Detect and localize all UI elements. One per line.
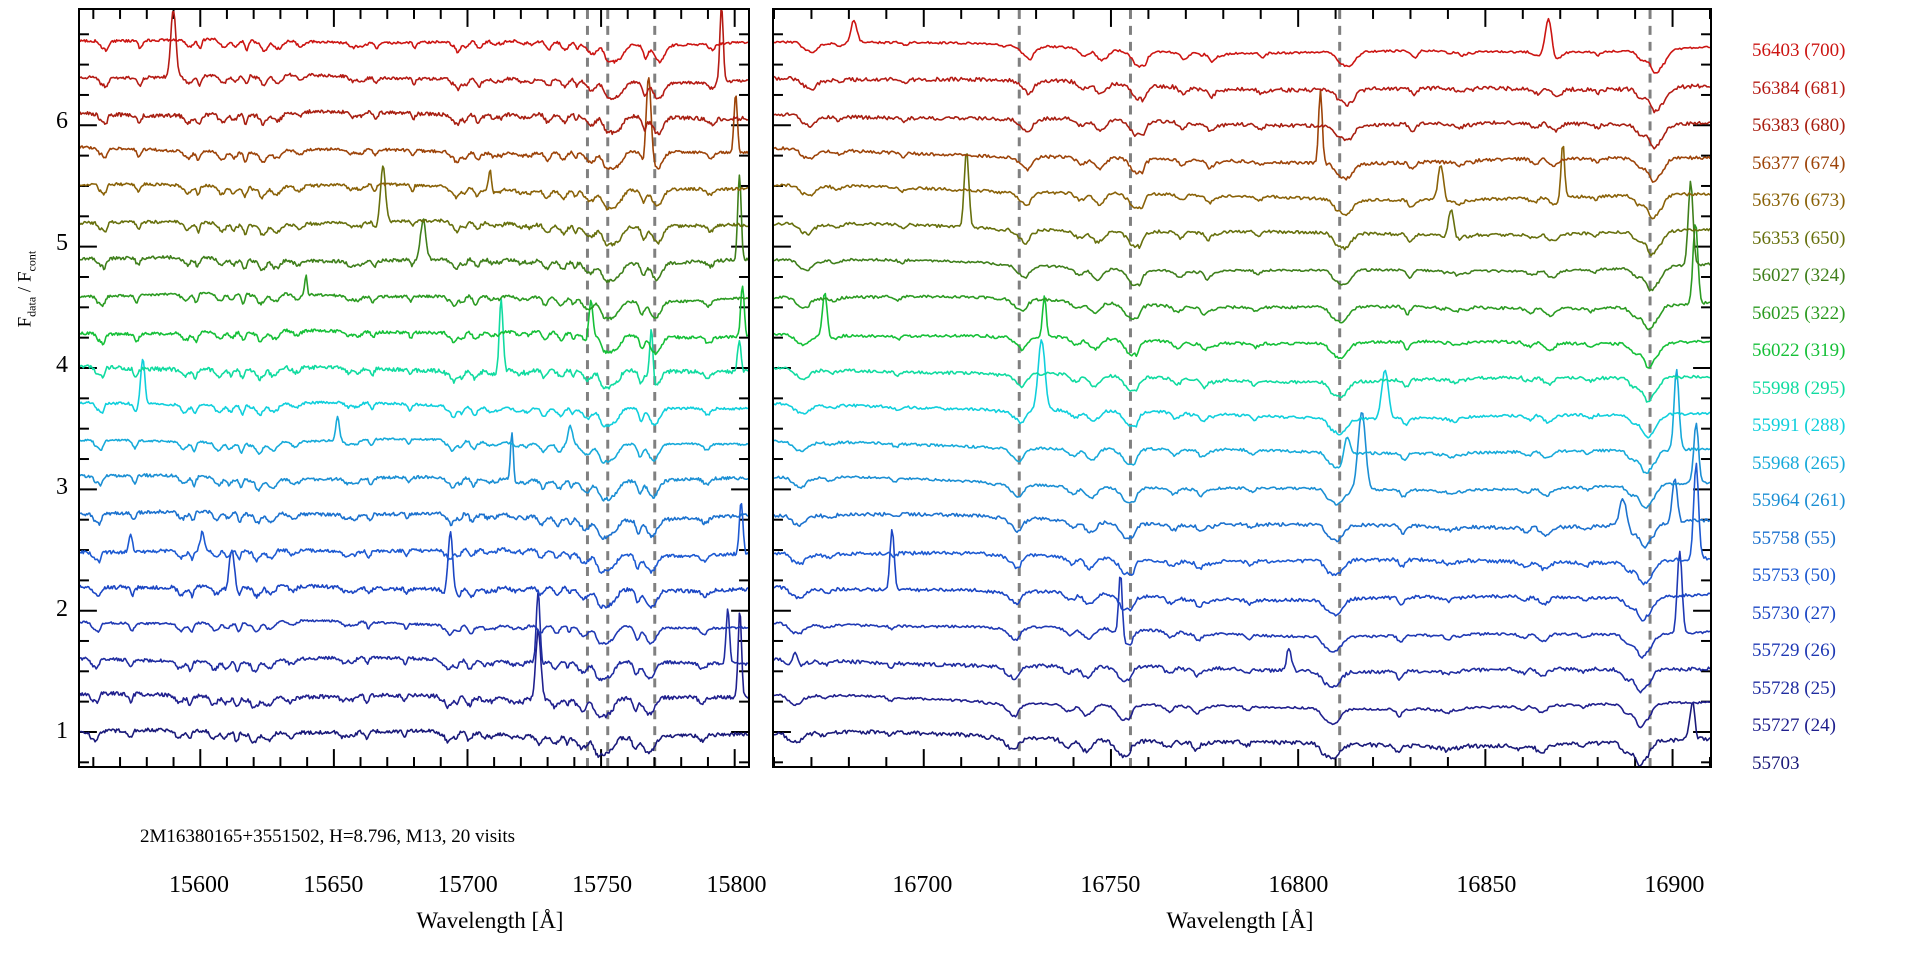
epoch-label: 55991 (288) bbox=[1752, 415, 1846, 436]
spectrum-trace bbox=[80, 502, 748, 574]
spectrum-trace bbox=[80, 612, 748, 719]
y-axis-title-f1: F bbox=[14, 316, 36, 328]
spectrum-trace bbox=[774, 647, 1710, 694]
spectrum-trace bbox=[80, 592, 748, 682]
x-axis-tick-label: 15800 bbox=[706, 872, 767, 898]
y-axis-tick-label: 3 bbox=[56, 473, 68, 500]
epoch-label: 55753 (50) bbox=[1752, 565, 1836, 586]
spectrum-trace bbox=[774, 75, 1710, 114]
spectrum-trace bbox=[774, 112, 1710, 150]
epoch-label: 55703 bbox=[1752, 753, 1800, 774]
y-axis-tick-label: 5 bbox=[56, 229, 68, 256]
epoch-label: 56377 (674) bbox=[1752, 153, 1846, 174]
epoch-label: 55964 (261) bbox=[1752, 490, 1846, 511]
spectrum-trace bbox=[774, 462, 1710, 586]
spectrum-trace bbox=[80, 165, 748, 247]
y-axis-title-sub-data: data bbox=[24, 296, 39, 317]
spectrum-trace bbox=[774, 153, 1710, 257]
spectrum-trace bbox=[774, 528, 1710, 622]
spectrum-trace bbox=[774, 550, 1710, 659]
spectrum-trace bbox=[80, 169, 748, 211]
epoch-label: 56025 (322) bbox=[1752, 303, 1846, 324]
y-axis-tick-label: 4 bbox=[56, 351, 68, 378]
epoch-label: 55998 (295) bbox=[1752, 378, 1846, 399]
spectrum-trace bbox=[80, 415, 748, 464]
spectrum-trace bbox=[774, 693, 1710, 729]
y-axis-title: Fdata / Fcont bbox=[14, 251, 40, 328]
spectrum-trace bbox=[80, 509, 748, 541]
spectrum-trace bbox=[774, 180, 1710, 292]
spectrum-trace bbox=[80, 727, 748, 759]
spectra-plot-left bbox=[80, 10, 748, 766]
target-annotation: 2M16380165+3551502, H=8.796, M13, 20 vis… bbox=[140, 826, 516, 847]
epoch-label: 56383 (680) bbox=[1752, 115, 1846, 136]
spectrum-trace bbox=[774, 412, 1710, 509]
spectrum-trace bbox=[774, 368, 1710, 475]
spectrum-trace bbox=[80, 274, 748, 321]
y-axis-tick-label: 2 bbox=[56, 595, 68, 622]
spectra-panel-right bbox=[772, 8, 1712, 768]
spectrum-trace bbox=[80, 530, 748, 610]
spectrum-trace bbox=[774, 478, 1710, 549]
x-axis-tick-label: 16800 bbox=[1268, 872, 1329, 898]
spectrum-trace bbox=[80, 37, 748, 64]
epoch-label: 55728 (25) bbox=[1752, 678, 1836, 699]
epoch-label: 56022 (319) bbox=[1752, 340, 1846, 361]
x-axis-tick-label: 15700 bbox=[437, 872, 498, 898]
x-axis-tick-label: 16900 bbox=[1644, 872, 1705, 898]
epoch-label: 55758 (55) bbox=[1752, 528, 1836, 549]
epoch-label: 56384 (681) bbox=[1752, 78, 1846, 99]
x-axis-title-right: Wavelength [Å] bbox=[1166, 908, 1314, 933]
epoch-label: 56353 (650) bbox=[1752, 228, 1846, 249]
epoch-label: 55730 (27) bbox=[1752, 603, 1836, 624]
spectrum-trace bbox=[774, 339, 1710, 439]
epoch-label: 55729 (26) bbox=[1752, 640, 1836, 661]
x-axis-tick-label: 15600 bbox=[168, 872, 229, 898]
spectrum-trace bbox=[80, 285, 748, 356]
spectrum-trace bbox=[80, 619, 748, 645]
epoch-label: 55968 (265) bbox=[1752, 453, 1846, 474]
epoch-label: 56376 (673) bbox=[1752, 190, 1846, 211]
spectrum-trace bbox=[80, 174, 748, 284]
epoch-label: 56403 (700) bbox=[1752, 40, 1846, 61]
spectrum-trace bbox=[80, 358, 748, 428]
spectrum-trace bbox=[774, 366, 1710, 403]
spectrum-trace bbox=[774, 145, 1710, 220]
spectrum-trace bbox=[80, 109, 748, 136]
spectra-panel-left bbox=[78, 8, 750, 768]
spectra-plot-right bbox=[774, 10, 1710, 766]
spectrum-trace bbox=[80, 298, 748, 390]
spectrum-trace bbox=[774, 88, 1710, 183]
x-axis-tick-label: 15650 bbox=[303, 872, 364, 898]
y-axis-tick-label: 1 bbox=[56, 717, 68, 744]
spectrum-trace bbox=[774, 224, 1710, 331]
x-axis-tick-label: 16850 bbox=[1456, 872, 1517, 898]
spectrum-trace bbox=[774, 702, 1710, 766]
epoch-label: 56027 (324) bbox=[1752, 265, 1846, 286]
x-axis-title-left: Wavelength [Å] bbox=[416, 908, 564, 933]
y-axis-title-divider: / F bbox=[14, 271, 36, 297]
spectrum-trace bbox=[80, 10, 748, 101]
x-axis-tick-label: 16750 bbox=[1080, 872, 1141, 898]
spectrum-trace bbox=[80, 77, 748, 171]
y-axis-tick-label: 6 bbox=[56, 107, 68, 134]
spectrum-trace bbox=[774, 292, 1710, 369]
epoch-label: 55727 (24) bbox=[1752, 715, 1836, 736]
x-axis-tick-label: 15750 bbox=[572, 872, 633, 898]
x-axis-tick-label: 16700 bbox=[892, 872, 953, 898]
spectrum-trace bbox=[774, 17, 1710, 74]
spectrum-trace bbox=[80, 432, 748, 502]
